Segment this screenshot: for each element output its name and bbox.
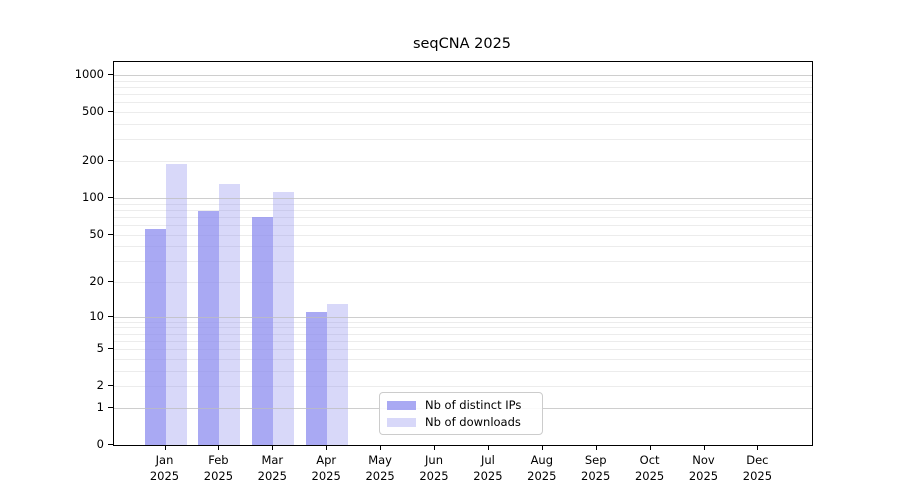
minor-gridline: [114, 358, 812, 360]
minor-gridline: [114, 386, 812, 388]
legend-label: Nb of downloads: [425, 415, 521, 429]
major-gridline: [114, 316, 812, 318]
legend-swatch-distinct-ips: [387, 400, 416, 410]
y-tick-mark: [108, 160, 113, 161]
y-tick-mark: [108, 385, 113, 387]
x-tick-label: Nov 2025: [688, 453, 719, 483]
legend-swatch-downloads: [387, 417, 416, 427]
x-tick-mark: [218, 445, 220, 450]
x-tick-mark: [434, 445, 435, 450]
minor-gridline: [114, 327, 812, 329]
bar-distinct-ips: [252, 216, 274, 445]
minor-gridline: [114, 340, 812, 342]
y-tick-mark: [108, 281, 113, 282]
bar-distinct-ips: [306, 311, 328, 445]
minor-gridline: [114, 224, 812, 226]
legend-label: Nb of distinct IPs: [425, 398, 522, 412]
bar-distinct-ips: [144, 228, 166, 445]
chart-title: seqCNA 2025: [412, 36, 512, 52]
minor-gridline: [114, 234, 812, 236]
x-tick-label: Mar 2025: [257, 453, 287, 483]
x-tick-label: Sep 2025: [581, 453, 611, 483]
x-tick-label: Oct 2025: [634, 453, 665, 483]
x-tick-mark: [487, 445, 489, 450]
y-tick-label: 50: [89, 226, 104, 241]
x-tick-label: Jan 2025: [149, 453, 180, 483]
minor-gridline: [114, 370, 812, 372]
minor-gridline: [114, 216, 812, 218]
y-tick-mark: [108, 406, 113, 408]
y-tick-mark: [108, 111, 113, 113]
minor-gridline: [114, 203, 812, 205]
x-tick-mark: [649, 445, 651, 450]
x-tick-label: Jul 2025: [473, 453, 503, 483]
bar-downloads: [219, 183, 241, 445]
plot-area: [113, 61, 813, 446]
y-tick-mark: [108, 233, 113, 235]
x-tick-label: Apr 2025: [311, 453, 341, 483]
legend-item: Nb of downloads: [387, 415, 534, 429]
y-tick-label: 20: [89, 274, 104, 288]
y-tick-mark: [108, 348, 113, 350]
x-tick-label: Feb 2025: [203, 453, 234, 483]
legend-item: Nb of distinct IPs: [387, 398, 534, 412]
minor-gridline: [114, 282, 812, 283]
x-tick-mark: [703, 445, 705, 450]
minor-gridline: [114, 124, 812, 125]
x-tick-label: May 2025: [365, 453, 395, 483]
x-tick-mark: [380, 445, 382, 450]
y-tick-mark: [108, 444, 113, 445]
minor-gridline: [114, 246, 812, 248]
y-tick-label: 500: [82, 104, 104, 119]
y-tick-label: 2: [96, 378, 104, 393]
bar-downloads: [165, 164, 187, 445]
y-tick-label: 1: [96, 399, 104, 414]
y-tick-mark: [108, 315, 113, 317]
y-tick-label: 1000: [74, 67, 104, 81]
minor-gridline: [114, 161, 812, 162]
minor-gridline: [114, 349, 812, 351]
y-tick-label: 10: [89, 308, 104, 323]
bar-downloads: [273, 192, 295, 445]
bar-downloads: [327, 303, 349, 445]
x-tick-label: Dec 2025: [742, 453, 773, 483]
minor-gridline: [114, 94, 812, 96]
x-tick-label: Aug 2025: [527, 453, 557, 483]
y-tick-label: 100: [82, 189, 104, 204]
minor-gridline: [114, 321, 812, 323]
y-tick-label: 200: [82, 153, 104, 167]
major-gridline: [114, 197, 812, 199]
x-tick-mark: [595, 445, 597, 450]
minor-gridline: [114, 209, 812, 211]
y-tick-label: 5: [96, 341, 104, 356]
x-tick-mark: [326, 445, 328, 450]
minor-gridline: [114, 87, 812, 88]
minor-gridline: [114, 261, 812, 263]
x-tick-mark: [164, 445, 166, 450]
y-tick-mark: [108, 74, 113, 75]
x-tick-mark: [541, 445, 543, 450]
minor-gridline: [114, 80, 812, 82]
y-tick-label: 0: [96, 437, 104, 451]
major-gridline: [114, 75, 812, 76]
minor-gridline: [114, 102, 812, 104]
bar-distinct-ips: [198, 211, 220, 445]
y-tick-mark: [108, 196, 113, 198]
legend: Nb of distinct IPs Nb of downloads: [379, 392, 543, 435]
minor-gridline: [114, 333, 812, 335]
x-tick-mark: [757, 445, 759, 450]
minor-gridline: [114, 112, 812, 114]
minor-gridline: [114, 139, 812, 141]
x-tick-mark: [272, 445, 274, 450]
x-tick-label: Jun 2025: [419, 453, 449, 483]
